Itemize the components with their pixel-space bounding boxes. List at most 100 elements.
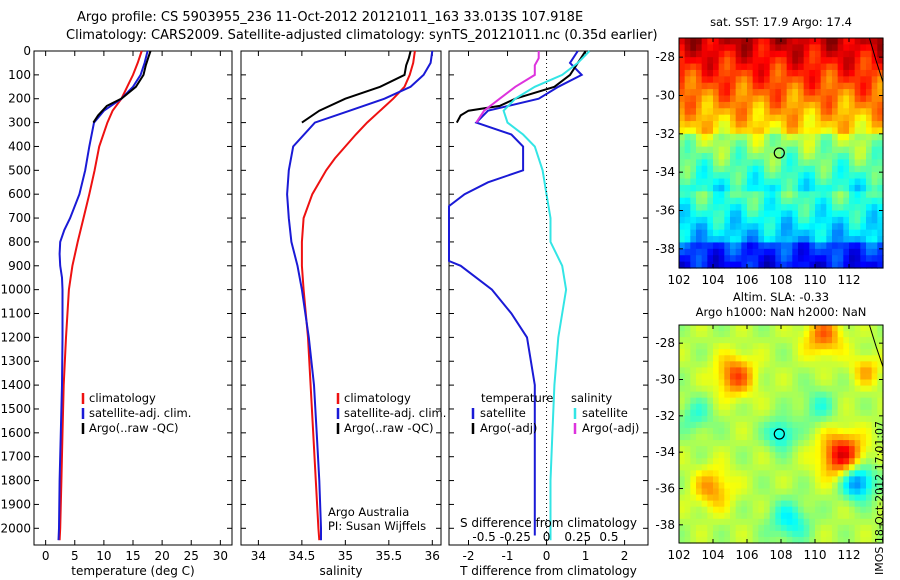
map-cell	[871, 349, 878, 356]
map-cell	[815, 140, 822, 148]
map-cell	[775, 409, 782, 417]
map-cell	[701, 464, 708, 471]
map-cell	[803, 191, 810, 199]
map-cell	[820, 191, 827, 199]
map-cell	[764, 191, 771, 199]
map-cell	[701, 325, 708, 332]
map-cell	[690, 337, 697, 344]
map-cell	[764, 337, 771, 344]
map-cell	[809, 536, 816, 544]
map-cell	[781, 108, 788, 116]
map-cell	[820, 391, 827, 399]
map-cell	[809, 379, 816, 387]
map-cell	[871, 536, 878, 544]
map-cell	[758, 242, 765, 250]
map-cell	[741, 506, 748, 514]
map-cell	[679, 255, 686, 263]
map-cell	[854, 361, 861, 368]
map-cell	[837, 242, 844, 250]
map-cell	[758, 101, 765, 109]
map-cell	[860, 379, 867, 387]
map-cell	[786, 184, 793, 192]
map-cell	[735, 373, 742, 381]
map-cell	[843, 114, 850, 122]
map-cell	[718, 379, 725, 387]
map-cell	[769, 409, 776, 417]
map-cell	[741, 379, 748, 387]
map-cell	[701, 427, 708, 435]
map-cell	[701, 482, 708, 490]
map-cell	[690, 325, 697, 332]
map-cell	[701, 236, 708, 244]
map-cell	[786, 403, 793, 411]
map-cell	[849, 488, 856, 496]
map-cell	[792, 506, 799, 514]
map-cell	[820, 512, 827, 520]
map-cell	[786, 470, 793, 477]
map-cell	[798, 184, 805, 192]
map-cell	[832, 69, 839, 77]
map-cell	[803, 69, 810, 77]
map-cell	[707, 184, 714, 192]
map-cell	[877, 38, 884, 45]
map-cell	[730, 373, 737, 381]
map-cell	[679, 178, 686, 186]
map-cell	[826, 440, 833, 447]
map-cell	[877, 172, 884, 180]
map-cell	[696, 210, 703, 218]
map-cell	[690, 331, 697, 338]
map-cell	[815, 204, 822, 212]
map-cell	[724, 506, 731, 514]
map-cell	[696, 337, 703, 344]
map-cell	[769, 101, 776, 109]
map-cell	[826, 140, 833, 148]
map-cell	[690, 146, 697, 154]
map-cell	[747, 229, 754, 237]
series-line-satellite-adj-clim-	[286, 50, 434, 541]
map-cell	[730, 385, 737, 393]
map-cell	[849, 476, 856, 484]
map-cell	[752, 379, 759, 387]
map-cell	[837, 95, 844, 103]
map-cell	[724, 38, 731, 45]
map-cell	[690, 63, 697, 71]
map-cell	[769, 373, 776, 381]
map-cell	[690, 452, 697, 459]
map-cell	[792, 159, 799, 167]
map-cell	[730, 440, 737, 447]
map-cell	[696, 63, 703, 71]
map-cell	[718, 210, 725, 218]
map-cell	[724, 524, 731, 532]
map-cell	[832, 385, 839, 393]
map-cell	[781, 133, 788, 141]
map-cell	[684, 452, 691, 459]
map-cell	[752, 38, 759, 45]
map-cell	[826, 355, 833, 362]
map-cell	[747, 184, 754, 192]
map-cell	[730, 236, 737, 244]
map-cell	[798, 50, 805, 58]
map-cell	[832, 178, 839, 186]
map-cell	[690, 506, 697, 514]
map-cell	[684, 470, 691, 477]
map-cell	[758, 89, 765, 97]
map-cell	[809, 452, 816, 459]
map-cell	[741, 385, 748, 393]
map-cell	[690, 101, 697, 109]
map-cell	[690, 165, 697, 173]
map-cell	[786, 415, 793, 423]
map-cell	[730, 248, 737, 256]
map-cell	[871, 178, 878, 186]
map-cell	[735, 178, 742, 186]
map-cell	[707, 530, 714, 538]
map-cell	[854, 518, 861, 526]
map-cell	[775, 427, 782, 435]
map-cell	[820, 482, 827, 490]
y-tick-label: 1700	[0, 450, 31, 464]
map-cell	[832, 204, 839, 212]
map-cell	[803, 361, 810, 368]
map-cell	[820, 165, 827, 173]
map-cell	[803, 434, 810, 441]
map-cell	[854, 44, 861, 52]
map-cell	[786, 367, 793, 375]
